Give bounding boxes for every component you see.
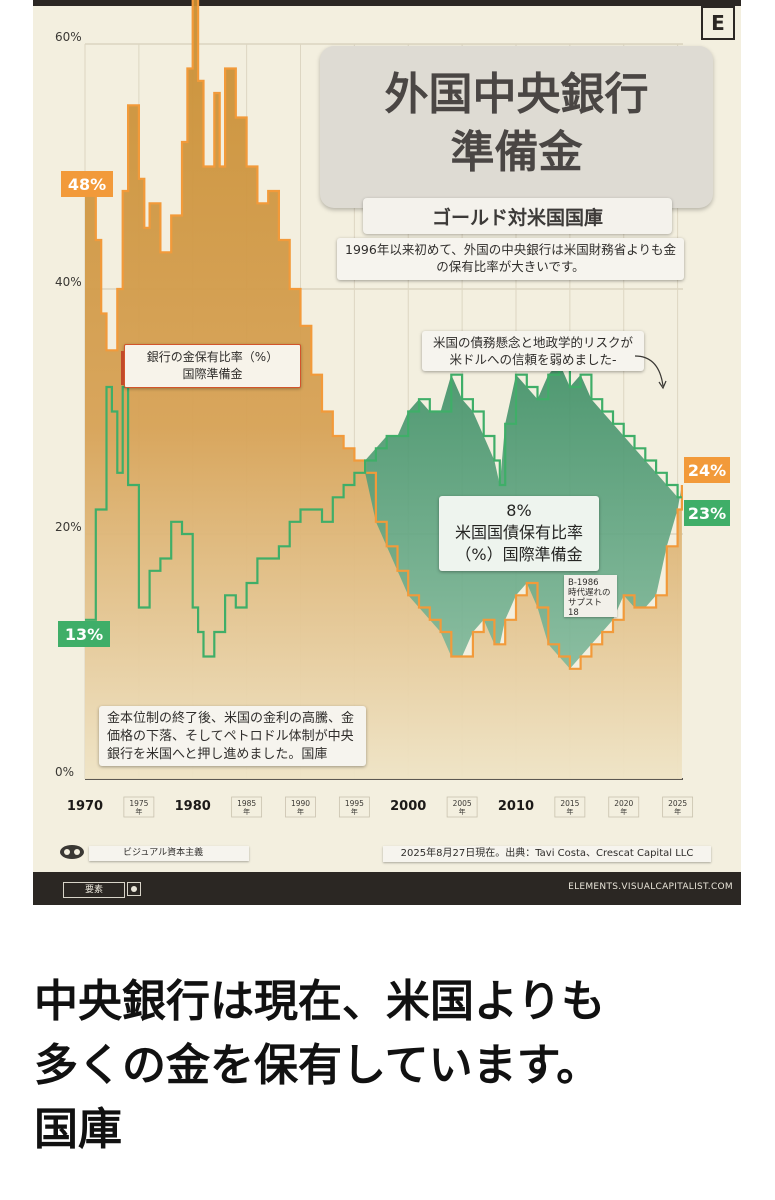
x-tick-minor-box	[338, 796, 370, 818]
line-layer	[85, 0, 683, 670]
x-tick-minor-box	[662, 796, 694, 818]
vc-square-icon	[127, 882, 141, 896]
y-tick-label: 60%	[55, 30, 82, 44]
small-note: B-1986 時代遅れの サプスト 18	[564, 575, 617, 618]
x-tick-minor-box	[608, 796, 640, 818]
x-tick-minor-unit: 年	[351, 807, 358, 816]
green-start-badge: 13%	[58, 621, 110, 647]
risk-note: 米国の債務懸念と地政学的リスクが米ドルへの信頼を弱めました-	[422, 331, 644, 371]
x-tick-minor-unit: 年	[566, 807, 573, 816]
title-line-1: 外国中央銀行	[384, 69, 649, 120]
x-tick-minor-year: 1990	[291, 799, 310, 808]
x-tick-minor-year: 1985	[237, 799, 256, 808]
gold-legend-line-2: 国際準備金	[182, 367, 243, 381]
x-tick-minor-unit: 年	[674, 807, 681, 816]
x-tick-minor-unit: 年	[459, 807, 466, 816]
small-note-line-3: サプスト	[568, 598, 603, 608]
bottom-note: 金本位制の終了後、米国の金利の高騰、金価格の下落、そしてペトロドル体制が中央銀行…	[99, 706, 366, 766]
x-tick-minor-year: 2005	[453, 799, 472, 808]
x-tick-minor-box	[231, 796, 263, 818]
green-legend: 8% 米国国債保有比率 （%）国際準備金	[439, 496, 599, 571]
brand-label: ビジュアル資本主義	[89, 846, 249, 861]
x-tick-minor-box	[285, 796, 316, 818]
green-legend-line-2: （%）国際準備金	[455, 545, 583, 564]
gold-legend-accent	[121, 351, 124, 385]
x-tick-minor-box	[446, 796, 478, 818]
x-tick-minor-unit: 年	[243, 807, 250, 816]
small-note-line-2: 時代遅れの	[568, 588, 611, 598]
top-bar	[33, 0, 741, 6]
x-tick-minor-year: 1995	[345, 799, 364, 808]
brand-mask-icon	[60, 845, 84, 859]
risk-arrow	[634, 355, 667, 390]
headline-line-3: 国庫	[34, 1104, 122, 1155]
headline-line-1: 中央銀行は現在、米国よりも	[34, 976, 606, 1027]
title-box: 外国中央銀行 準備金	[320, 46, 713, 208]
y-tick-label: 40%	[55, 275, 82, 289]
y-tick-label: 0%	[55, 765, 74, 779]
headline: 中央銀行は現在、米国よりも 多くの金を保有しています。 国庫	[34, 970, 754, 1162]
x-tick-minor-unit: 年	[135, 807, 142, 816]
green-end-badge: 23%	[684, 500, 730, 526]
x-tick-major: 1970	[67, 799, 103, 814]
green-series-line	[85, 361, 682, 658]
green-legend-value: 8%	[506, 501, 532, 520]
x-tick-minor: 2025年	[662, 796, 694, 818]
gold-legend: 銀行の金保有比率（%） 国際準備金	[121, 344, 301, 388]
x-tick-major: 2000	[390, 799, 426, 814]
bottom-bar: 要素 ELEMENTS.VISUALCAPITALIST.COM	[33, 872, 741, 905]
x-tick-minor-year: 2025	[668, 799, 687, 808]
x-tick-minor-year: 2015	[560, 799, 579, 808]
x-tick-minor-unit: 年	[620, 807, 627, 816]
green-legend-line-1: 米国国債保有比率	[454, 523, 583, 542]
x-tick-minor-year: 2020	[614, 799, 633, 808]
x-tick-minor-year: 1975	[129, 799, 148, 808]
x-tick-major: 2010	[498, 799, 534, 814]
small-note-line-1: B-1986	[568, 578, 599, 588]
small-note-line-4: 18	[568, 608, 579, 618]
x-tick-minor-box	[554, 796, 586, 818]
title-line-2: 準備金	[450, 127, 583, 178]
tick-layer: 60%40%20%0%1970 1980 2000 20101975年1985年199…	[55, 30, 694, 818]
source-note: 2025年8月27日現在。出典：Tavi Costa、Crescat Capit…	[383, 846, 711, 862]
x-tick-minor-unit: 年	[297, 807, 304, 816]
infographic: 60% 40% 20% 0% 1970 1980 2000 2010 1975 年 1985 年 199…	[33, 0, 741, 905]
x-tick-major: 1980	[175, 799, 211, 814]
site-url: ELEMENTS.VISUALCAPITALIST.COM	[568, 882, 733, 892]
gold-series-line	[85, 0, 683, 670]
y-tick-label: 20%	[55, 520, 82, 534]
gold-end-badge: 24%	[684, 457, 730, 483]
gold-legend-line-1: 銀行の金保有比率（%）	[146, 350, 279, 364]
headline-line-2: 多くの金を保有しています。	[34, 1040, 601, 1091]
gold-start-badge: 48%	[61, 171, 113, 197]
elements-label: 要素	[63, 882, 125, 898]
top-note: 1996年以来初めて、外国の中央銀行は米国財務省よりも金の保有比率が大きいです。	[337, 238, 684, 280]
subtitle: ゴールド対米国国庫	[363, 198, 672, 234]
elements-logo: E	[701, 6, 735, 40]
x-tick-minor-box	[123, 796, 155, 818]
